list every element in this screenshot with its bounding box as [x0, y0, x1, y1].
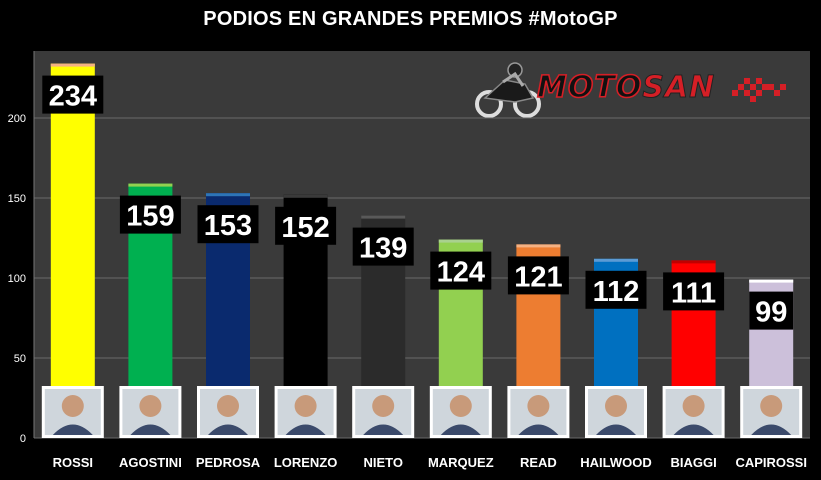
bar-cap: [671, 260, 716, 264]
bar-cap: [361, 215, 406, 219]
category-label: HAILWOOD: [580, 455, 652, 470]
y-tick-label: 150: [8, 193, 26, 205]
bar-cap: [438, 239, 483, 243]
rider-photo-body: [673, 424, 714, 435]
rider-photo-body: [440, 424, 481, 435]
category-label: CAPIROSSI: [735, 455, 807, 470]
value-label: 112: [593, 276, 640, 308]
checkered-flag-icon: [732, 78, 786, 102]
category-label: ROSSI: [53, 455, 93, 470]
category-label: PEDROSA: [196, 455, 261, 470]
y-tick-label: 100: [8, 273, 26, 285]
bar-cap: [594, 258, 638, 262]
value-label: 153: [204, 210, 252, 242]
rider-photo-body: [518, 424, 559, 435]
category-label: MARQUEZ: [428, 455, 494, 470]
value-label-box: [119, 195, 181, 234]
rider-photo-body: [596, 424, 636, 435]
value-label-box: [197, 205, 259, 244]
bar-cap: [516, 244, 561, 248]
value-label: 234: [49, 81, 97, 113]
value-label: 152: [281, 212, 329, 244]
rider-photo-face: [217, 395, 239, 417]
rider-photo-body: [363, 424, 404, 435]
category-label: AGOSTINI: [119, 455, 182, 470]
category-label: NIETO: [363, 455, 403, 470]
value-label-box: [585, 270, 647, 309]
value-label: 139: [359, 233, 407, 265]
rider-photo-body: [130, 424, 171, 435]
value-label: 159: [126, 201, 174, 233]
rider-photo-face: [527, 395, 550, 417]
rider-photo-body: [52, 424, 93, 435]
category-label: LORENZO: [274, 455, 338, 470]
rider-photo-face: [449, 395, 472, 417]
rider-photo-face: [139, 395, 162, 417]
value-label: 99: [755, 297, 787, 329]
y-tick-label: 200: [8, 113, 26, 125]
bar-rossi: [50, 63, 95, 438]
value-label: 111: [671, 277, 716, 309]
value-label-box: [507, 256, 569, 295]
rider-photo-body: [751, 424, 792, 435]
category-label: READ: [520, 455, 557, 470]
motorcycle-rider-icon: [475, 62, 541, 118]
rider-photo-face: [372, 395, 395, 417]
rider-photo-face: [294, 395, 317, 417]
rider-photo-body: [285, 424, 326, 435]
value-label-box: [275, 206, 337, 245]
category-label: BIAGGI: [670, 455, 716, 470]
y-tick-label: 0: [20, 433, 26, 445]
rider-photo-face: [605, 395, 627, 417]
value-label: 121: [514, 261, 562, 293]
bar-cap: [283, 194, 328, 198]
value-label: 124: [437, 257, 485, 289]
bar-cap: [50, 63, 95, 67]
chart-title: PODIOS EN GRANDES PREMIOS #MotoGP: [203, 8, 618, 30]
rider-photo-body: [208, 424, 248, 435]
bar-cap: [749, 279, 794, 283]
rider-photo-face: [61, 395, 84, 417]
bar-cap: [128, 183, 173, 187]
value-label-box: [430, 251, 492, 290]
y-tick-label: 50: [14, 353, 26, 365]
bar-cap: [206, 193, 250, 197]
value-label-box: [42, 75, 104, 114]
logo-text: MOTOSAN: [536, 69, 716, 106]
value-label-box: [749, 291, 794, 330]
value-label-box: [663, 272, 725, 311]
value-label-box: [352, 227, 414, 266]
rider-photo-face: [760, 395, 783, 417]
rider-photo-face: [682, 395, 705, 417]
motosan-logo: MOTOSAN: [475, 58, 805, 120]
